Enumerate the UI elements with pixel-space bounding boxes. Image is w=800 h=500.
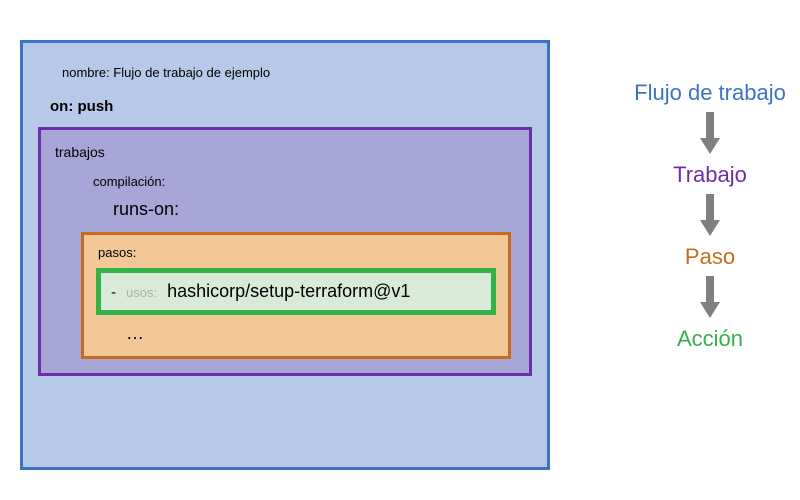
steps-box: pasos: - usos: hashicorp/setup-terraform…	[81, 232, 511, 359]
steps-label: pasos:	[98, 245, 496, 260]
action-dash: -	[111, 284, 116, 301]
arrow-down-icon	[701, 194, 719, 238]
action-box: - usos: hashicorp/setup-terraform@v1	[96, 268, 496, 315]
legend: Flujo de trabajo Trabajo Paso Acción	[620, 80, 800, 352]
workflow-box: nombre: Flujo de trabajo de ejemplo on: …	[20, 40, 550, 470]
workflow-on-label: on: push	[50, 98, 532, 115]
jobs-label: trabajos	[55, 144, 517, 160]
legend-item: Trabajo	[673, 162, 747, 188]
workflow-name-label: nombre: Flujo de trabajo de ejemplo	[62, 65, 532, 80]
legend-item: Flujo de trabajo	[634, 80, 786, 106]
arrow-down-icon	[701, 112, 719, 156]
legend-item: Acción	[677, 326, 743, 352]
runs-on-label: runs-on:	[113, 199, 517, 220]
action-uses-label: usos:	[126, 285, 157, 300]
steps-ellipsis: …	[126, 323, 496, 344]
compile-label: compilación:	[93, 174, 517, 189]
jobs-box: trabajos compilación: runs-on: pasos: - …	[38, 127, 532, 376]
legend-item: Paso	[685, 244, 735, 270]
action-text: hashicorp/setup-terraform@v1	[167, 281, 410, 302]
arrow-down-icon	[701, 276, 719, 320]
